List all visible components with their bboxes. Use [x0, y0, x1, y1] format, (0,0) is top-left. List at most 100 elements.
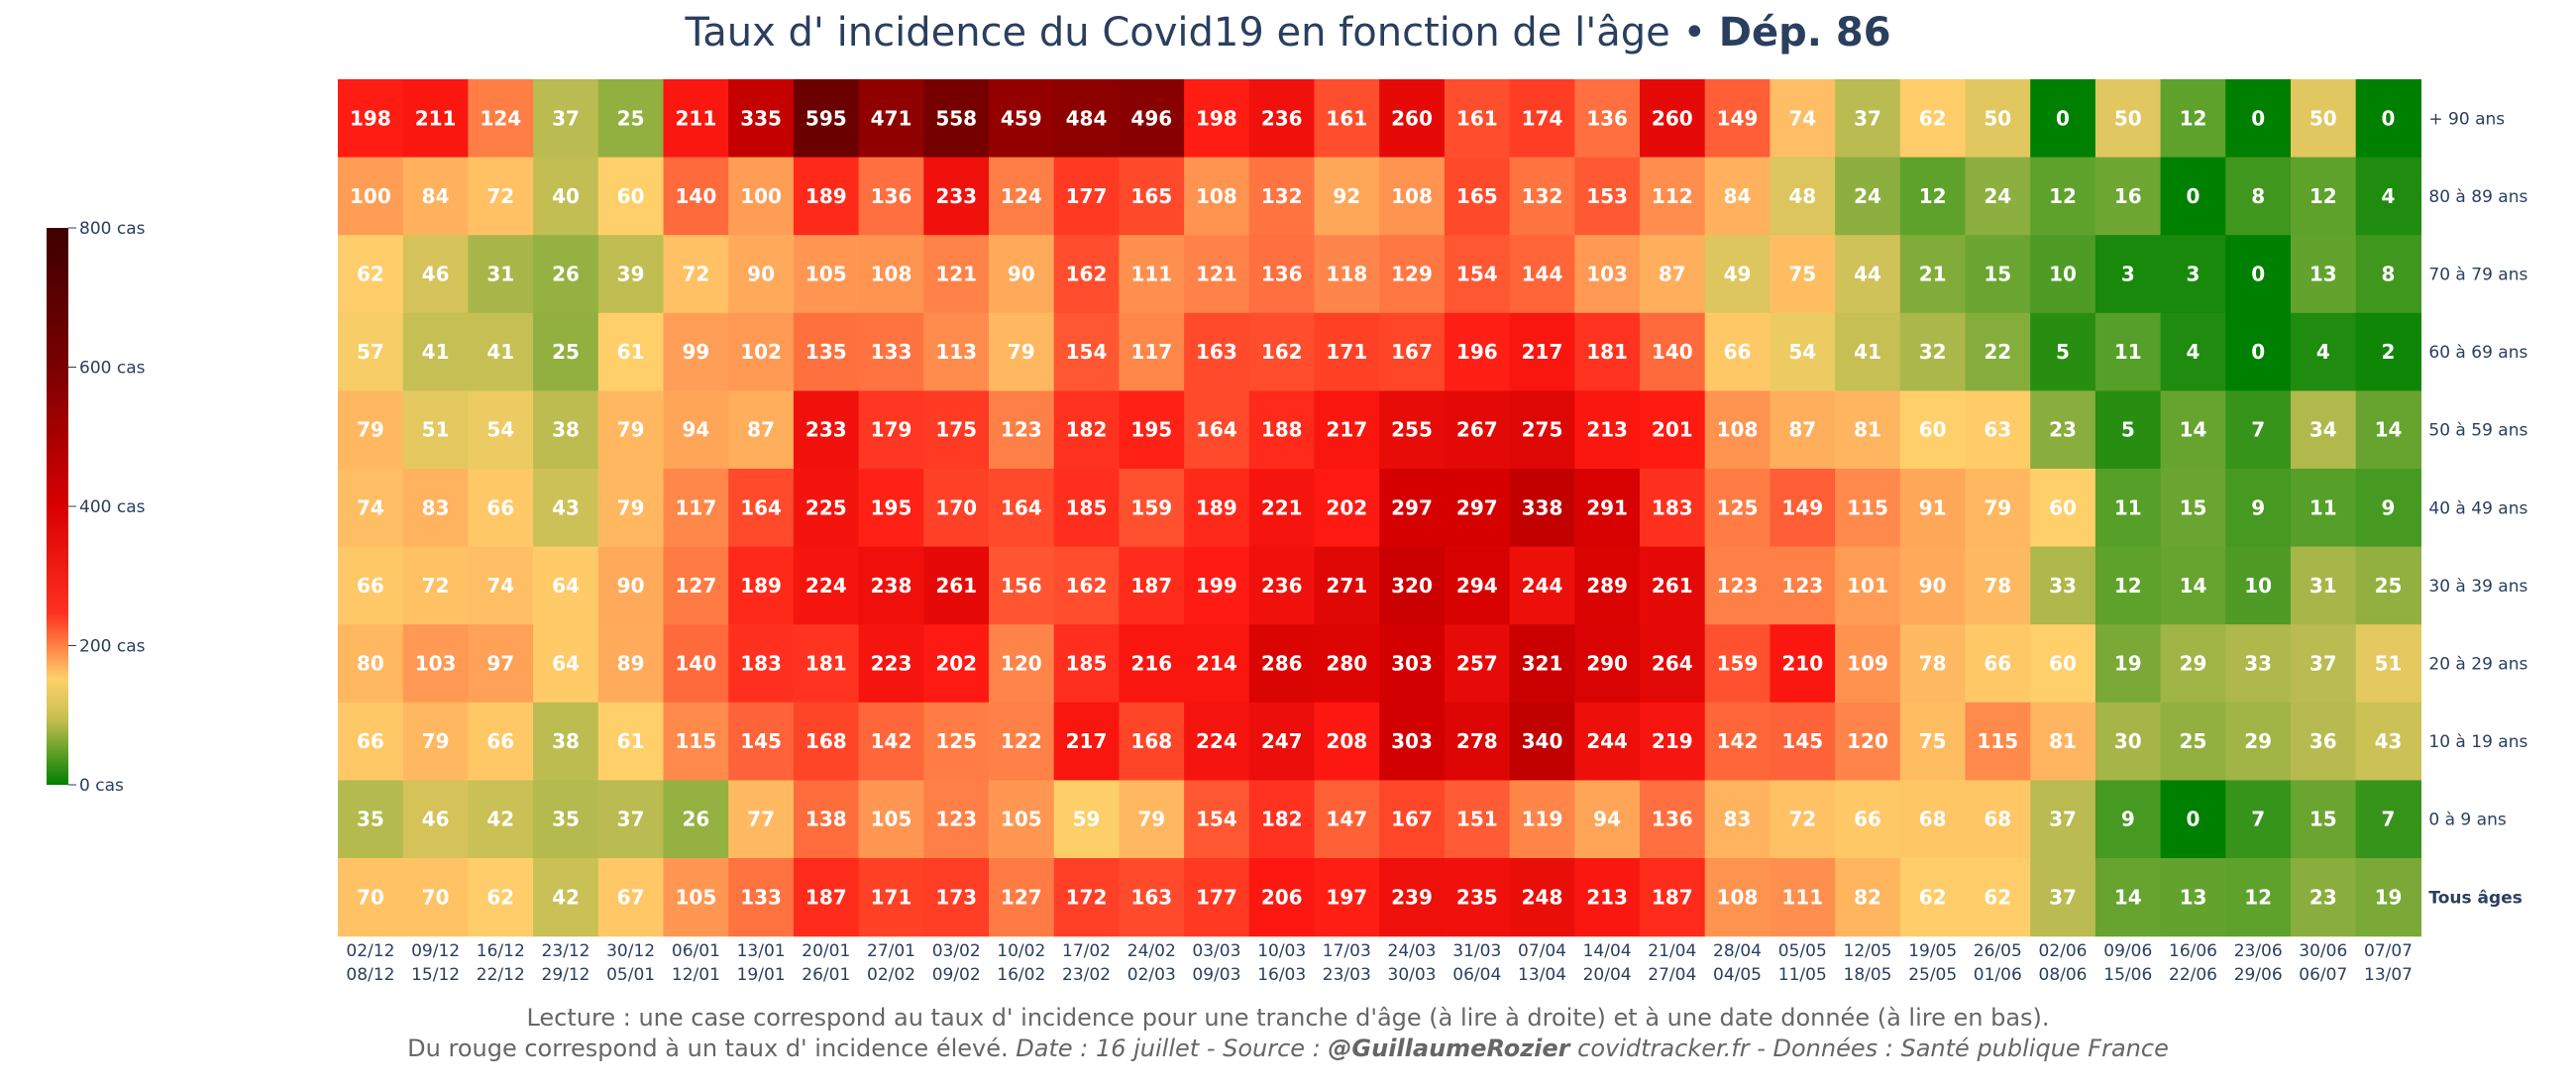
heatmap-cell	[338, 312, 404, 391]
cell-value-label: 142	[1717, 729, 1759, 753]
heatmap-cell	[663, 157, 729, 236]
cell-value-label: 82	[1854, 885, 1881, 909]
cell-value-label: 91	[1919, 495, 1947, 519]
cell-value-label: 0	[2251, 263, 2265, 286]
cell-value-label: 54	[486, 418, 514, 442]
cell-value-label: 595	[805, 106, 847, 130]
cell-value-label: 168	[1130, 729, 1172, 753]
heatmap-cell	[2030, 858, 2096, 937]
heatmap-cell	[1053, 624, 1120, 704]
cell-value-label: 140	[676, 184, 717, 208]
cell-value-label: 100	[350, 184, 391, 208]
heatmap-cell	[1899, 858, 1967, 937]
heatmap-cell	[728, 546, 795, 625]
cell-value-label: 2	[2382, 340, 2396, 364]
cell-value-label: 154	[1456, 263, 1498, 286]
cell-value-label: 30	[2114, 729, 2142, 753]
heatmap-cell	[533, 624, 599, 704]
heatmap-cell	[1835, 235, 1901, 314]
heatmap-cell	[858, 235, 924, 314]
cell-value-label: 75	[1919, 729, 1947, 753]
heatmap-cell	[468, 235, 534, 314]
footer-line-1: Lecture : une case correspond au taux d'…	[526, 1004, 2050, 1032]
cell-value-label: 102	[740, 340, 782, 364]
heatmap-cell	[1248, 390, 1316, 470]
cell-value-label: 25	[2180, 729, 2207, 753]
footer: Lecture : une case correspond au taux d'…	[0, 1003, 2576, 1064]
cell-value-label: 49	[1724, 263, 1752, 286]
cell-value-label: 294	[1456, 574, 1498, 598]
cell-value-label: 14	[2180, 418, 2207, 442]
heatmap-cell	[2094, 546, 2162, 625]
heatmap-cell	[1184, 546, 1250, 625]
cell-value-label: 12	[2114, 574, 2142, 598]
cell-value-label: 103	[415, 652, 457, 676]
cell-value-label: 74	[486, 574, 514, 598]
cell-value-label: 35	[357, 808, 384, 831]
cell-value-label: 195	[1130, 418, 1172, 442]
column-label: 17/03 23/03	[1323, 941, 1371, 985]
cell-value-label: 121	[935, 263, 977, 286]
cell-value-label: 81	[2049, 729, 2077, 753]
heatmap-cell	[338, 469, 404, 548]
heatmap-cell	[533, 780, 599, 859]
cell-value-label: 164	[740, 495, 782, 519]
heatmap-cell	[1509, 624, 1575, 704]
cell-value-label: 211	[415, 106, 457, 130]
cell-value-label: 33	[2049, 574, 2077, 598]
cell-value-label: 9	[2382, 495, 2396, 519]
heatmap-cell	[1314, 390, 1380, 470]
cell-value-label: 271	[1326, 574, 1367, 598]
heatmap-cell	[1640, 546, 1706, 625]
column-label: 02/12 08/12	[346, 941, 394, 985]
heatmap-cell	[989, 469, 1055, 548]
heatmap-cell	[2030, 469, 2096, 548]
row-label: Tous âges	[2428, 888, 2522, 908]
heatmap-cell	[402, 624, 469, 704]
heatmap-cell	[2094, 702, 2162, 781]
row-label: 30 à 39 ans	[2428, 577, 2527, 597]
row-labels: + 90 ans 80 à 89 ans 70 à 79 ans 60 à 69 an…	[2428, 109, 2527, 908]
cell-value-label: 74	[357, 495, 384, 519]
cell-value-label: 189	[1196, 495, 1237, 519]
heatmap-cell	[1248, 546, 1316, 625]
cell-value-label: 183	[740, 652, 782, 676]
heatmap-cell	[1119, 235, 1185, 314]
column-label: 28/04 04/05	[1713, 941, 1762, 985]
heatmap-cell	[1640, 780, 1706, 859]
heatmap-cell	[1314, 702, 1380, 781]
heatmap-cell	[2225, 79, 2292, 159]
cell-value-label: 87	[1788, 418, 1816, 442]
cell-value-label: 89	[617, 652, 645, 676]
heatmap-cell	[2225, 858, 2292, 937]
cell-value-label: 149	[1781, 495, 1823, 519]
cell-value-label: 31	[486, 263, 514, 286]
heatmap-cell	[989, 624, 1055, 704]
heatmap-cell	[1444, 624, 1511, 704]
cell-value-label: 108	[871, 263, 912, 286]
heatmap-cell	[793, 546, 860, 625]
heatmap-cell	[2225, 546, 2292, 625]
cell-value-label: 168	[805, 729, 847, 753]
cell-value-label: 223	[871, 652, 912, 676]
cell-value-label: 59	[1073, 808, 1101, 831]
cell-value-label: 84	[422, 184, 450, 208]
heatmap-cell	[2094, 390, 2162, 470]
heatmap-cell	[663, 702, 729, 781]
cell-value-label: 37	[617, 808, 645, 831]
heatmap-cell	[402, 780, 469, 859]
cell-value-label: 181	[805, 652, 847, 676]
cell-value-label: 80	[357, 652, 384, 676]
heatmap-cell	[2094, 624, 2162, 704]
heatmap-cell	[1248, 780, 1316, 859]
heatmap-cell	[858, 780, 924, 859]
cell-value-label: 144	[1522, 263, 1563, 286]
heatmap-cell	[402, 312, 469, 391]
cell-value-label: 320	[1391, 574, 1433, 598]
cell-value-label: 257	[1456, 652, 1498, 676]
cell-value-label: 66	[1984, 652, 2011, 676]
heatmap-cell	[402, 858, 469, 937]
heatmap-cell	[2030, 79, 2096, 159]
cell-value-label: 16	[2114, 184, 2142, 208]
cell-value-label: 187	[1652, 885, 1693, 909]
